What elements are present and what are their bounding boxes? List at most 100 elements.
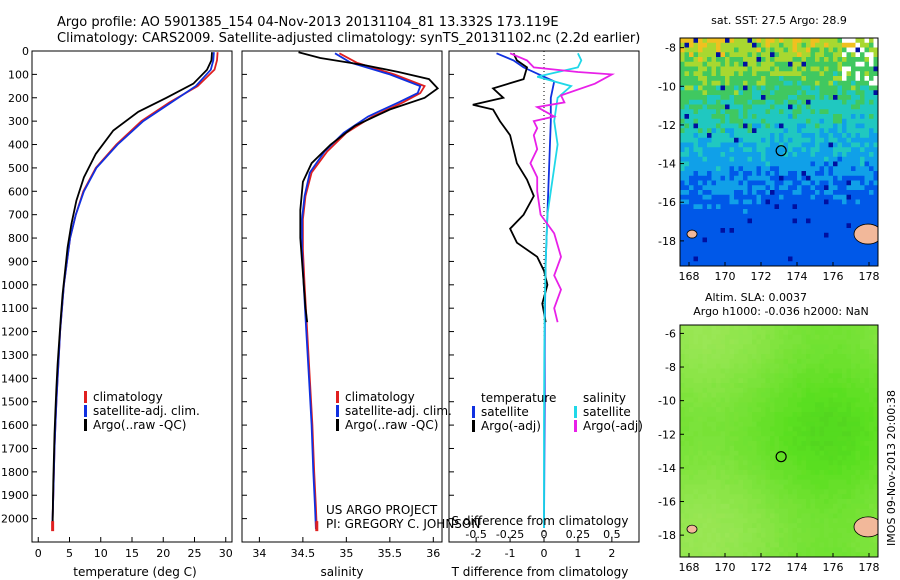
- map-cell: [824, 247, 829, 253]
- map-cell: [806, 256, 811, 262]
- map-cell: [779, 513, 784, 519]
- map-cell: [842, 489, 847, 495]
- map-cell: [806, 237, 811, 243]
- map-cell: [792, 436, 798, 442]
- map-cell: [707, 171, 712, 177]
- map-cell: [824, 518, 829, 524]
- map-cell: [761, 334, 766, 340]
- map-cell: [855, 474, 861, 481]
- map-cell: [806, 128, 811, 134]
- map-cell: [716, 329, 721, 336]
- map-cell: [774, 123, 780, 129]
- map-cell: [819, 450, 825, 456]
- map-cell: [783, 161, 789, 167]
- map-cell: [774, 228, 780, 234]
- map-cell: [842, 147, 847, 153]
- map-cell: [801, 552, 807, 557]
- map-cell: [756, 261, 762, 266]
- map-cell: [824, 237, 829, 243]
- map-cell: [860, 537, 865, 543]
- map-cell: [864, 66, 870, 72]
- map-cell: [756, 470, 762, 476]
- map-cell: [765, 232, 771, 238]
- map-cell: [860, 460, 865, 466]
- map-cell: [761, 209, 766, 215]
- map-cell: [752, 378, 757, 384]
- map-cell: [720, 402, 726, 408]
- map-cell: [680, 528, 685, 534]
- map-cell: [716, 85, 721, 91]
- map-cell: [824, 137, 829, 143]
- map-cell: [752, 489, 757, 495]
- map-cell: [747, 109, 753, 115]
- map-cell: [810, 261, 816, 266]
- map-cell: [747, 407, 753, 413]
- map-cell: [765, 344, 771, 350]
- map-cell: [774, 547, 780, 553]
- map-cell: [779, 104, 784, 110]
- map-cell: [747, 171, 753, 177]
- map-cell: [774, 218, 780, 224]
- map-cell: [680, 171, 685, 177]
- map-cell: [774, 479, 780, 485]
- map-cell: [734, 344, 739, 350]
- map-cell: [833, 118, 838, 124]
- map-cell: [738, 508, 744, 514]
- y-tick-label: 1500: [1, 396, 29, 409]
- map-cell: [738, 57, 744, 63]
- map-cell: [761, 368, 766, 374]
- map-cell: [725, 426, 730, 432]
- map-cell: [720, 508, 726, 514]
- map-cell: [693, 349, 699, 355]
- map-cell: [833, 358, 838, 365]
- map-cell: [761, 251, 766, 257]
- map-cell: [824, 542, 829, 548]
- map-cell: [828, 142, 834, 148]
- map-cell: [734, 470, 739, 476]
- map-cell: [770, 118, 775, 124]
- map-cell: [783, 474, 789, 481]
- map-cell: [765, 518, 771, 524]
- y-tick-label: -10: [658, 395, 676, 408]
- map-cell: [680, 436, 685, 442]
- map-cell: [869, 185, 874, 191]
- map-cell: [711, 90, 717, 96]
- map-cell: [711, 237, 717, 243]
- map-cell: [819, 109, 825, 115]
- map-cell: [792, 114, 798, 120]
- map-cell: [734, 513, 739, 519]
- y-tick-label: 700: [8, 209, 29, 222]
- map-cell: [684, 213, 690, 219]
- map-cell: [725, 80, 730, 86]
- map-cell: [720, 237, 726, 243]
- map-cell: [765, 251, 771, 257]
- map-cell: [711, 161, 717, 167]
- map-cell: [833, 104, 838, 110]
- map-cell: [846, 354, 852, 360]
- map-cell: [842, 479, 847, 485]
- map-cell: [815, 489, 820, 495]
- map-cell: [747, 133, 753, 139]
- map-cell: [819, 209, 825, 215]
- map-cell: [738, 460, 744, 466]
- map-cell: [720, 489, 726, 495]
- map-cell: [873, 128, 878, 134]
- map-cell: [734, 528, 739, 534]
- map-cell: [734, 489, 739, 495]
- x-tick-label: 34.5: [291, 547, 316, 560]
- map-cell: [738, 436, 744, 442]
- map-cell: [815, 256, 820, 262]
- map-cell: [711, 190, 717, 196]
- map-cell: [693, 436, 699, 442]
- map-cell: [860, 80, 865, 86]
- map-cell: [842, 445, 847, 452]
- map-cell: [725, 421, 730, 427]
- map-cell: [765, 441, 771, 447]
- map-cell: [797, 228, 802, 234]
- map-cell: [729, 513, 735, 519]
- map-cell: [779, 474, 784, 481]
- map-cell: [747, 190, 753, 196]
- map-cell: [729, 383, 735, 389]
- map-cell: [702, 537, 708, 543]
- map-cell: [747, 402, 753, 408]
